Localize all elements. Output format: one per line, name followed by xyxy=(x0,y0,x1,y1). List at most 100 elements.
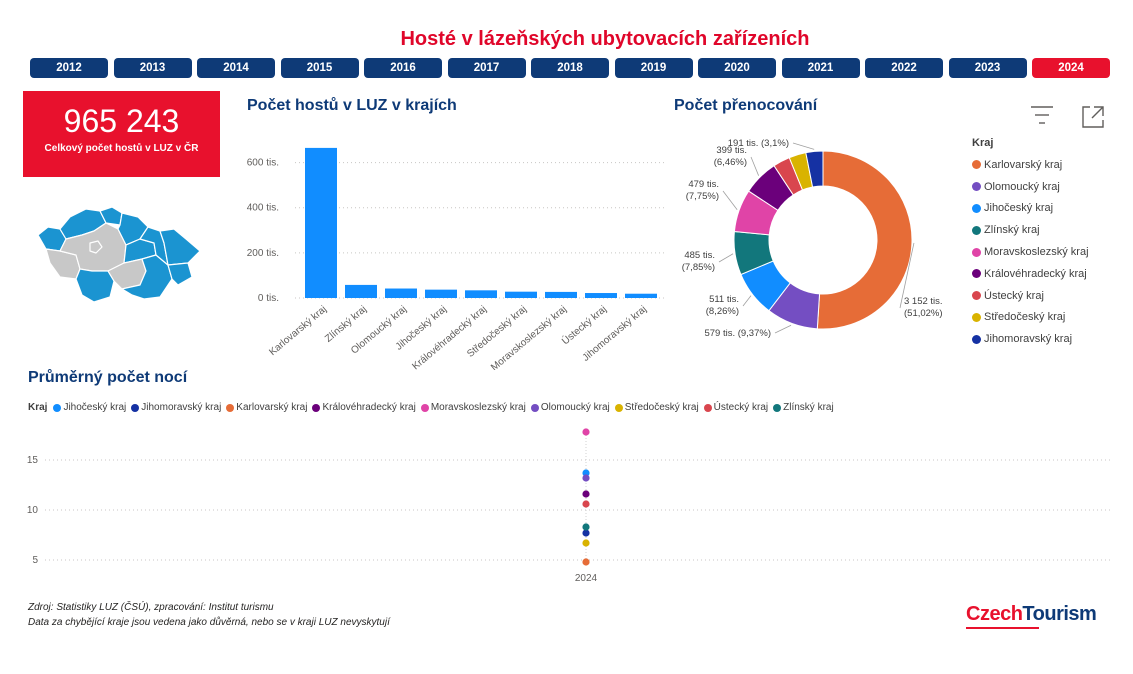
legend-item-stredocesky-kraj[interactable]: Středočeský kraj xyxy=(972,307,1122,329)
bar-x-tick-label: Královéhradecký kraj xyxy=(410,304,489,370)
bar-jihocesky-kraj[interactable] xyxy=(425,289,457,298)
avg-chart-title: Průměrný počet nocí xyxy=(28,369,188,386)
scatter-point-zlinsky-kraj[interactable] xyxy=(582,523,590,531)
map-region-moravskoslezsky[interactable] xyxy=(159,228,201,266)
czechtourism-logo: CzechTourism xyxy=(966,603,1097,625)
scatter-legend-item-karlovarsky-kraj[interactable]: Karlovarský kraj xyxy=(226,402,307,413)
year-button-2020[interactable]: 2020 xyxy=(698,58,776,78)
bar-karlovarsky-kraj[interactable] xyxy=(305,147,337,298)
legend-item-moravskoslezsky-kraj[interactable]: Moravskoslezský kraj xyxy=(972,241,1122,263)
year-button-2023[interactable]: 2023 xyxy=(948,58,1027,78)
scatter-point-kralovehradecky-kraj[interactable] xyxy=(582,490,590,498)
map-region-jihocesky[interactable] xyxy=(75,268,115,303)
legend-marker xyxy=(773,403,782,412)
legend-marker xyxy=(614,403,623,412)
legend-label: Jihočeský kraj xyxy=(63,402,127,413)
scatter-point-olomoucky-kraj[interactable] xyxy=(582,474,590,482)
legend-label: Královéhradecký kraj xyxy=(984,267,1087,280)
bar-jihomoravsky-kraj[interactable] xyxy=(625,293,657,298)
year-button-2019[interactable]: 2019 xyxy=(614,58,693,78)
legend-marker xyxy=(53,403,62,412)
year-button-2014[interactable]: 2014 xyxy=(197,58,275,78)
focus-mode-icon[interactable] xyxy=(1080,104,1106,130)
bar-stredocesky-kraj[interactable] xyxy=(505,291,537,298)
bar-zlinsky-kraj[interactable] xyxy=(345,284,377,298)
scatter-point-moravskoslezsky-kraj[interactable] xyxy=(582,428,590,436)
legend-marker xyxy=(972,291,981,301)
scatter-point-jihomoravsky-kraj[interactable] xyxy=(582,529,590,537)
donut-data-label: 511 tis. xyxy=(709,294,739,305)
bar-y-tick-label: 200 tis. xyxy=(247,248,279,259)
legend-item-zlinsky-kraj[interactable]: Zlínský kraj xyxy=(972,219,1122,241)
year-button-2017[interactable]: 2017 xyxy=(447,58,526,78)
year-button-2018[interactable]: 2018 xyxy=(531,58,609,78)
kpi-card: 965 243 Celkový počet hostů v LUZ v ČR xyxy=(23,91,220,177)
legend-label: Ústecký kraj xyxy=(713,402,769,413)
bar-moravskoslezsky-kraj[interactable] xyxy=(545,291,577,298)
legend-marker xyxy=(131,403,140,412)
legend-label: Středočeský kraj xyxy=(984,311,1066,324)
scatter-chart: 5 10 15 2024 xyxy=(27,428,1112,584)
filter-icon[interactable] xyxy=(1030,104,1054,128)
legend-marker xyxy=(972,182,981,192)
scatter-y-tick-label: 10 xyxy=(27,505,39,516)
legend-item-kralovehradecky-kraj[interactable]: Královéhradecký kraj xyxy=(972,263,1122,285)
year-button-2021[interactable]: 2021 xyxy=(781,58,860,78)
bar-ustecky-kraj[interactable] xyxy=(585,293,617,298)
scatter-point-ustecky-kraj[interactable] xyxy=(582,500,590,508)
donut-data-label: (6,46%) xyxy=(714,157,747,168)
scatter-x-tick-label: 2024 xyxy=(575,573,598,584)
year-button-2024[interactable]: 2024 xyxy=(1032,58,1110,78)
scatter-legend-item-jihocesky-kraj[interactable]: Jihočeský kraj xyxy=(53,402,126,413)
scatter-point-jihocesky-kraj[interactable] xyxy=(582,469,590,477)
legend-item-ustecky-kraj[interactable]: Ústecký kraj xyxy=(972,285,1122,307)
scatter-point-stredocesky-kraj[interactable] xyxy=(582,539,590,547)
legend-item-jihocesky-kraj[interactable]: Jihočeský kraj xyxy=(972,198,1122,220)
donut-leader-line xyxy=(792,142,815,150)
scatter-legend-item-zlinsky-kraj[interactable]: Zlínský kraj xyxy=(773,402,834,413)
legend-label: Jihomoravský kraj xyxy=(984,333,1073,346)
donut-data-label: (7,75%) xyxy=(686,191,719,202)
donut-slice-karlovarsky-kraj[interactable] xyxy=(816,150,913,330)
legend-marker xyxy=(972,160,981,170)
legend-label: Moravskoslezský kraj xyxy=(984,246,1089,259)
scatter-y-tick-label: 5 xyxy=(32,555,38,566)
legend-label: Jihomoravský kraj xyxy=(141,402,222,413)
year-button-2022[interactable]: 2022 xyxy=(865,58,943,78)
map-region-zlinsky[interactable] xyxy=(167,262,193,286)
scatter-legend-item-ustecky-kraj[interactable]: Ústecký kraj xyxy=(703,402,769,413)
legend-marker xyxy=(420,403,429,412)
legend-label: Olomoucký kraj xyxy=(540,402,610,413)
czech-map xyxy=(37,206,201,303)
donut-legend: Kraj Karlovarský kraj Olomoucký kraj Jihoč… xyxy=(972,137,1122,350)
legend-label: Královéhradecký kraj xyxy=(322,402,416,413)
scatter-point-karlovarsky-kraj[interactable] xyxy=(582,558,590,566)
legend-marker xyxy=(226,403,235,412)
legend-item-olomoucky-kraj[interactable]: Olomoucký kraj xyxy=(972,176,1122,198)
legend-item-karlovarsky-kraj[interactable]: Karlovarský kraj xyxy=(972,154,1122,176)
scatter-legend-item-moravskoslezsky-kraj[interactable]: Moravskoslezský kraj xyxy=(420,402,526,413)
donut-slice-jihomoravsky-kraj[interactable] xyxy=(805,150,824,188)
bar-y-tick-label: 400 tis. xyxy=(247,203,279,214)
year-button-2016[interactable]: 2016 xyxy=(364,58,442,78)
scatter-legend-item-kralovehradecky-kraj[interactable]: Královéhradecký kraj xyxy=(312,402,416,413)
year-button-2015[interactable]: 2015 xyxy=(280,58,359,78)
year-button-2013[interactable]: 2013 xyxy=(113,58,192,78)
footer-note: Zdroj: Statistiky LUZ (ČSÚ), zpracování:… xyxy=(28,600,390,630)
year-button-2012[interactable]: 2012 xyxy=(30,58,108,78)
bar-x-tick-label: Karlovarský kraj xyxy=(267,304,329,358)
legend-marker xyxy=(972,269,981,279)
legend-item-jihomoravsky-kraj[interactable]: Jihomoravský kraj xyxy=(972,328,1122,350)
bar-kralovehradecky-kraj[interactable] xyxy=(465,290,497,298)
donut-leader-line xyxy=(774,324,792,334)
bar-olomoucky-kraj[interactable] xyxy=(385,288,417,298)
scatter-legend-item-stredocesky-kraj[interactable]: Středočeský kraj xyxy=(614,402,699,413)
scatter-legend-item-jihomoravsky-kraj[interactable]: Jihomoravský kraj xyxy=(131,402,221,413)
legend-label: Karlovarský kraj xyxy=(984,158,1063,171)
legend-marker xyxy=(972,225,981,235)
legend-label: Olomoucký kraj xyxy=(984,180,1060,193)
bar-y-tick-label: 0 tis. xyxy=(258,293,279,304)
legend-marker xyxy=(972,334,981,344)
scatter-legend-item-olomoucky-kraj[interactable]: Olomoucký kraj xyxy=(530,402,610,413)
map-region-praha[interactable] xyxy=(89,240,103,254)
